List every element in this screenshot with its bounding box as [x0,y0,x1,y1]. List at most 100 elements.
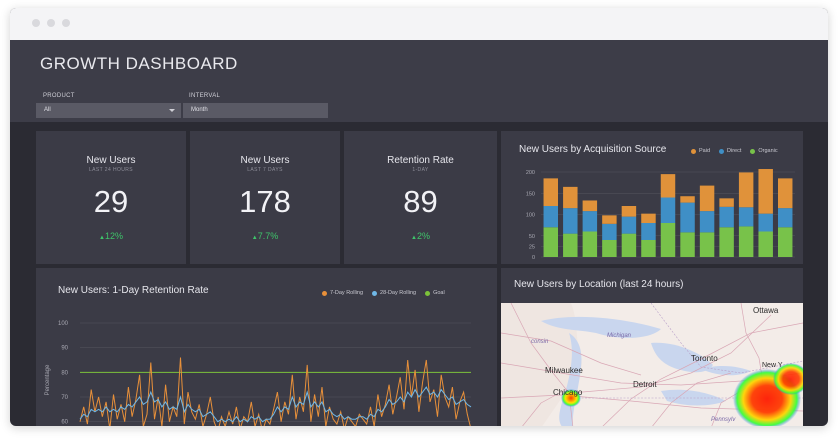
kpi-title: New Users [240,155,290,166]
bar-segment-organic[interactable] [660,223,676,257]
bar-segment-paid[interactable] [543,178,558,206]
kpi-delta-value: 12% [104,231,123,241]
minimize-window-control[interactable] [47,19,55,27]
bar-segment-direct[interactable] [660,197,676,224]
bar-y-tick-label: 100 [526,213,535,219]
bar-y-tick-label: 0 [532,255,535,261]
product-select-value: All [44,107,51,113]
bar-segment-direct[interactable] [582,211,598,232]
location-map[interactable]: Ottawa Michigan consin Milwaukee Toronto… [501,303,803,426]
interval-select-value: Month [191,107,208,113]
kpi-value: 89 [403,184,438,219]
bar-segment-direct[interactable] [699,211,715,233]
line-y-tick-label: 80 [61,370,68,376]
kpi-value: 29 [93,184,129,219]
bar-segment-direct[interactable] [680,202,695,233]
kpi-delta: ▲12% [36,231,186,241]
retention-rate-panel: New Users: 1-Day Retention Rate 7-Day Ro… [36,268,497,426]
line-y-tick-label: 60 [61,420,68,426]
map-label-ottawa: Ottawa [753,306,779,315]
legend-swatch-paid [691,148,696,154]
bar-segment-direct[interactable] [602,223,617,240]
bar-y-tick-label: 50 [529,234,535,240]
retention-chart-legend: 7-Day Rolling 28-Day Rolling Goal [322,290,454,296]
bar-y-tick-label: 25 [529,244,535,250]
kpi-title: New Users [86,155,136,166]
interval-select[interactable]: Month [183,103,328,118]
bar-segment-direct[interactable] [778,208,793,228]
browser-window: GROWTH DASHBOARD PRODUCT All INTERVAL Mo… [10,8,828,426]
series-line-7day-rolling [79,357,471,426]
legend-swatch-organic [750,148,756,154]
interval-filter-label: INTERVAL [189,93,221,99]
page-title: GROWTH DASHBOARD [40,54,238,73]
bar-segment-paid[interactable] [660,174,676,198]
bar-segment-direct[interactable] [563,208,578,234]
bar-segment-organic[interactable] [543,227,558,257]
map-label-chicago: Chicago [553,388,583,397]
arrow-up-icon: ▲ [251,235,258,241]
kpi-delta: ▲2% [344,231,497,241]
product-filter-label: PRODUCT [43,93,75,99]
legend-label-organic: Organic [758,148,778,154]
bar-segment-paid[interactable] [699,185,715,212]
bar-segment-direct[interactable] [621,216,637,234]
bar-segment-paid[interactable] [602,215,617,224]
bar-segment-organic[interactable] [621,233,637,257]
retention-line-chart: 100 90 80 70 60 Percentage [45,321,472,426]
bar-segment-paid[interactable] [621,206,637,217]
acquisition-bar-chart: 0 25 50 100 150 200 [526,169,795,261]
bar-segment-organic[interactable] [680,232,695,257]
bar-segment-organic[interactable] [738,226,754,257]
kpi-value: 178 [239,184,291,219]
chevron-down-icon [169,109,175,112]
bar-segment-organic[interactable] [719,227,734,257]
bar-segment-direct[interactable] [543,206,558,228]
bar-segment-organic[interactable] [582,231,598,258]
bar-segment-organic[interactable] [641,240,656,257]
bar-segment-paid[interactable] [738,172,754,208]
line-y-axis-label: Percentage [45,364,51,395]
map-lake-erie [661,389,726,406]
heatmap-hotspot-chicago [561,389,581,407]
bar-segment-paid[interactable] [778,178,793,209]
maximize-window-control[interactable] [62,19,70,27]
arrow-up-icon: ▲ [411,235,417,241]
kpi-card-new-users-24h: New Users LAST 24 HOURS 29 ▲12% [36,131,186,264]
map-label-milwaukee: Milwaukee [545,366,583,375]
heatmap-hotspot-newyork [773,363,803,395]
bar-segment-direct[interactable] [758,213,773,232]
bar-segment-direct[interactable] [738,207,754,227]
acquisition-source-panel: New Users by Acquisition Source Paid Dir… [501,131,803,264]
bar-segment-organic[interactable] [778,227,793,257]
bar-segment-paid[interactable] [582,200,598,212]
kpi-delta-value: 2% [416,231,430,241]
acquisition-chart-title: New Users by Acquisition Source [519,144,667,155]
bar-segment-direct[interactable] [641,223,656,240]
line-y-tick-label: 100 [58,321,69,327]
bar-segment-organic[interactable] [758,231,773,258]
bar-segment-paid[interactable] [758,169,773,214]
series-line-28day-rolling [79,386,472,423]
title-bar [10,8,828,40]
bar-segment-organic[interactable] [563,233,578,257]
retention-chart-title: New Users: 1-Day Retention Rate [58,285,209,296]
kpi-delta: ▲7.7% [190,231,340,241]
close-window-control[interactable] [32,19,40,27]
bar-segment-paid[interactable] [719,198,734,207]
bar-segment-paid[interactable] [563,186,578,209]
line-y-tick-label: 90 [61,346,68,352]
legend-label-7day: 7-Day Rolling [330,290,364,296]
bar-segment-organic[interactable] [699,232,715,257]
map-label-pennsylvania: Pennsylv [711,417,736,423]
bar-segment-paid[interactable] [680,196,695,203]
bar-segment-paid[interactable] [641,213,656,223]
line-y-tick-label: 70 [61,395,68,401]
legend-label-direct: Direct [727,148,742,154]
bar-segment-organic[interactable] [602,240,617,257]
kpi-card-retention-rate: Retention Rate 1-DAY 89 ▲2% [344,131,497,264]
legend-swatch-7day [322,290,327,296]
kpi-subtitle: LAST 7 DAYS [247,167,283,173]
product-select[interactable]: All [36,103,181,118]
bar-segment-direct[interactable] [719,206,734,228]
